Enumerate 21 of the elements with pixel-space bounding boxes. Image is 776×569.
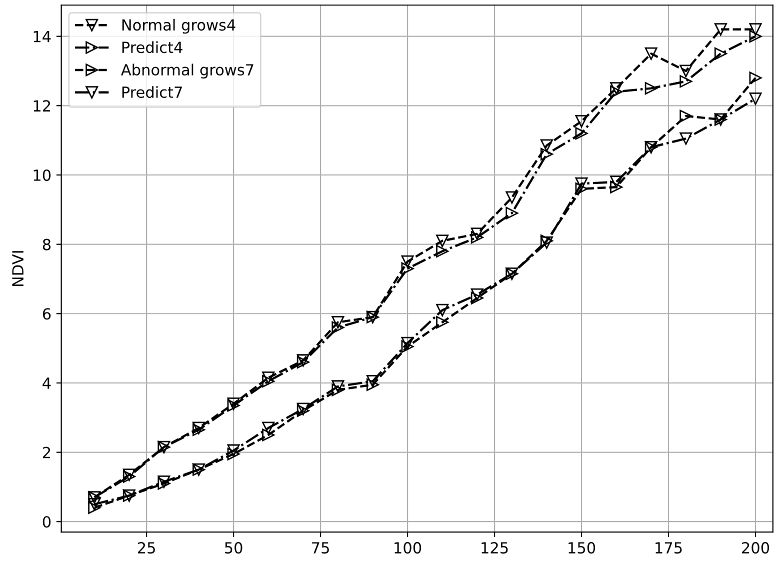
y-tick-label: 6 xyxy=(42,308,51,320)
y-tick-label: 10 xyxy=(34,169,51,181)
y-axis-title: NDVI xyxy=(12,251,24,286)
x-tick-label: 100 xyxy=(394,542,422,554)
y-tick-label: 0 xyxy=(42,516,51,528)
x-tick-label: 200 xyxy=(742,542,770,554)
x-tick-label: 125 xyxy=(482,542,508,554)
legend-label: Abnormal grows7 xyxy=(121,64,254,79)
legend-label: Predict4 xyxy=(122,41,182,54)
y-tick-label: 14 xyxy=(34,30,51,42)
x-tick-label: 50 xyxy=(225,542,242,554)
legend-label: Normal grows4 xyxy=(122,18,236,34)
x-tick-label: 175 xyxy=(656,542,682,554)
x-tick-label: 25 xyxy=(138,542,155,554)
y-tick-label: 12 xyxy=(34,100,50,112)
x-tick-label: 150 xyxy=(568,542,596,554)
x-tick-label: 75 xyxy=(312,542,329,554)
legend-label: Predict7 xyxy=(122,86,182,98)
y-tick-label: 4 xyxy=(42,378,51,389)
y-tick-label: 2 xyxy=(42,446,50,458)
y-tick-label: 8 xyxy=(42,238,51,250)
